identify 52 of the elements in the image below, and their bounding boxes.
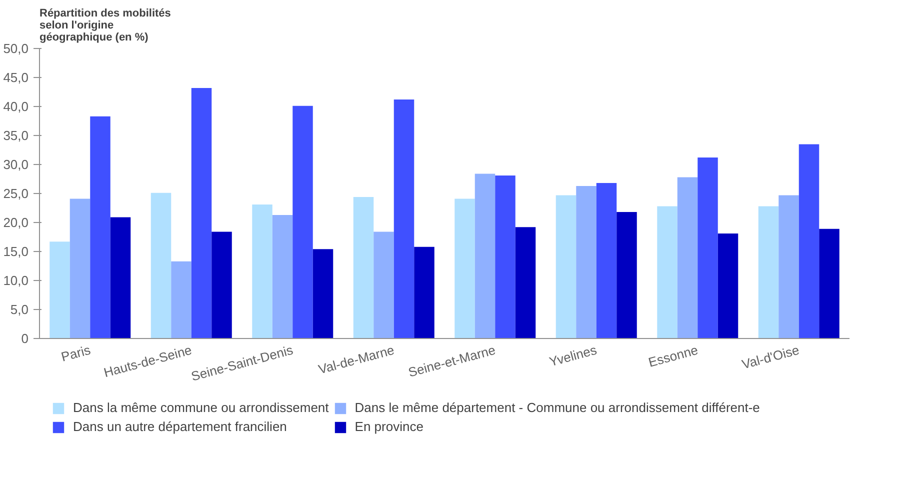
y-tick-label: 25,0 [3, 186, 29, 201]
y-tick-label: 10,0 [3, 273, 29, 288]
y-tick-label: 35,0 [3, 128, 29, 143]
bar [596, 183, 617, 338]
y-tick-label: 5,0 [10, 302, 29, 317]
legend-label: Dans le même département - Commune ou arrondissement différent-e [354, 400, 760, 415]
bar [778, 195, 799, 338]
x-tick-label: Yvelines [548, 342, 599, 370]
bar [292, 106, 313, 338]
bar [819, 228, 840, 338]
legend-label: En province [354, 419, 424, 434]
bar [171, 261, 192, 338]
bar [758, 206, 779, 338]
bar [474, 174, 496, 338]
bar [212, 232, 232, 338]
bar [150, 192, 172, 338]
x-tick-label: Essonne [646, 342, 700, 370]
bar [657, 206, 678, 338]
bar [454, 198, 475, 338]
bar [515, 227, 536, 338]
y-tick-label: 40,0 [3, 99, 29, 114]
bar [414, 246, 434, 338]
y-tick-label: 45,0 [3, 70, 29, 85]
x-tick-label: Paris [60, 342, 93, 364]
y-tick-label: 50,0 [3, 41, 29, 56]
bar [50, 242, 70, 338]
bar [272, 214, 293, 338]
bar [718, 234, 738, 338]
bar [698, 158, 718, 338]
y-tick-label: 30,0 [3, 157, 29, 172]
legend-label: Dans la même commune ou arrondissement [73, 400, 329, 415]
y-tick-label: 20,0 [3, 215, 29, 230]
bar [576, 186, 596, 338]
bar [798, 144, 820, 338]
y-tick-label: 15,0 [3, 244, 29, 259]
bar [556, 195, 576, 338]
bar [252, 204, 272, 338]
bar [394, 100, 414, 338]
bar [70, 198, 90, 338]
bar [353, 196, 374, 338]
bar [616, 212, 637, 338]
bar [495, 176, 516, 338]
legend-label: Dans un autre département francilien [73, 419, 287, 434]
y-tick-label: 0 [21, 331, 29, 346]
chart-title: Répartition des mobilités selon l'origine géographique (en %) [40, 8, 171, 44]
x-tick-label: Val-d'Oise [740, 342, 801, 372]
bar [312, 249, 334, 338]
bar [110, 217, 131, 338]
bar [677, 177, 698, 338]
bar [191, 88, 212, 338]
bar [90, 116, 110, 338]
bar [374, 232, 394, 338]
